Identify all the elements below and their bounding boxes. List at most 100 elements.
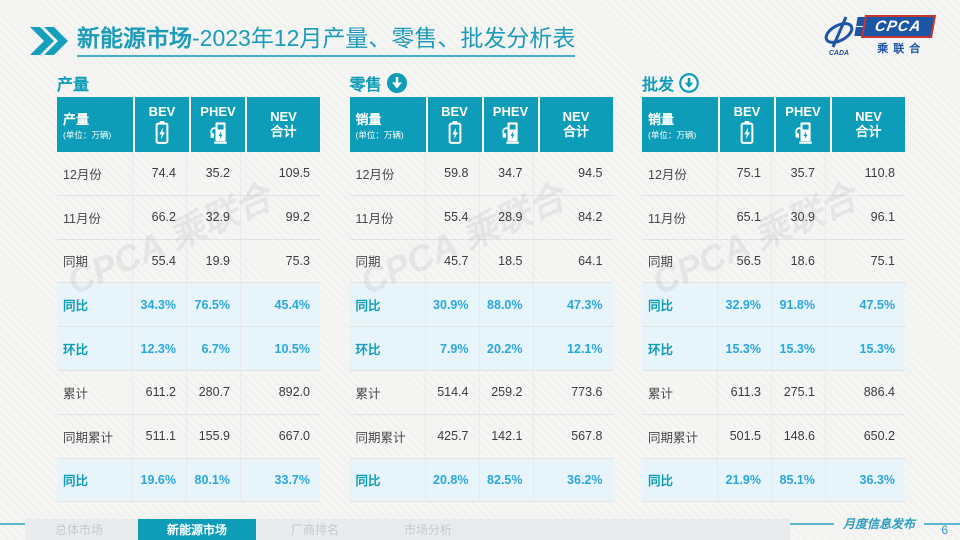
page-number: 6 <box>941 523 948 537</box>
row-label: 同期 <box>57 239 133 283</box>
table-row: 同期 45.7 18.5 64.1 <box>349 239 613 284</box>
cell-value: 47.5% <box>859 297 895 312</box>
row-label: 12月份 <box>350 152 426 195</box>
cell-value: 667.0 <box>278 429 310 444</box>
cell-value: 55.4 <box>133 239 187 283</box>
table-row: 同比 30.9% 88.0% 47.3% <box>349 283 613 328</box>
cell-value: 15.3% <box>772 327 826 370</box>
column-label: BEV <box>441 103 468 119</box>
cell-value: 32.9% <box>718 283 772 327</box>
cell-value: 75.1 <box>870 253 895 268</box>
corner-title: 销量 <box>355 111 382 127</box>
cell-value: 109.5 <box>278 166 310 181</box>
row-label: 环比 <box>57 327 133 370</box>
cell-value: 30.9 <box>772 195 826 239</box>
wholesale-table-block: 批发 销量 (单位：万辆) BEV PHEV NEV 合计 12月份 75.1 35.7 110.… <box>642 71 905 503</box>
svg-text:CADA: CADA <box>829 50 849 56</box>
row-label: 累计 <box>350 370 426 414</box>
column-label: PHEV <box>200 103 236 119</box>
row-label: 同比 <box>57 283 133 327</box>
table-row: 同期累计 425.7 142.1 567.8 <box>349 414 613 459</box>
cell-value: 91.8% <box>772 283 826 327</box>
table-row: 同期 56.5 18.6 75.1 <box>642 239 905 284</box>
cell-value: 64.1 <box>578 253 603 268</box>
table-row: 同比 34.3% 76.5% 45.4% <box>57 283 320 328</box>
cell-value: 45.7 <box>426 239 480 283</box>
cell-value: 19.6% <box>133 458 187 502</box>
column-header-nev-total: NEV 合计 <box>539 97 613 152</box>
column-label: NEV 合计 <box>270 108 297 139</box>
column-label: NEV 合计 <box>855 108 882 139</box>
column-label: NEV 合计 <box>562 108 590 139</box>
row-label: 同期 <box>350 239 426 283</box>
cell-value: 259.2 <box>480 370 534 414</box>
cell-value: 84.2 <box>578 210 603 225</box>
row-label: 12月份 <box>57 152 133 195</box>
table-corner-cell: 销量 (单位：万辆) <box>642 97 718 152</box>
column-header-phev: PHEV <box>776 97 830 152</box>
row-label: 同比 <box>57 458 133 502</box>
cell-value: 18.5 <box>480 239 534 283</box>
retail-table: 销量 (单位：万辆) BEV PHEV NEV 合计 12月份 59.8 34.7 94.5 11月… <box>349 97 613 503</box>
cell-value: 21.9% <box>718 458 772 502</box>
row-label: 环比 <box>642 327 718 370</box>
production-table: 产量 (单位：万辆) BEV PHEV NEV 合计 12月份 74.4 35.2 109.5 11… <box>57 97 320 503</box>
table-row: 同比 32.9% 91.8% 47.5% <box>642 283 905 328</box>
cell-value: 567.8 <box>571 429 603 444</box>
battery-icon <box>740 121 754 145</box>
footer-tab-厂商排名[interactable]: 厂商排名 <box>290 523 339 537</box>
page-title-highlight: 新能源市场 <box>77 25 192 51</box>
table-row: 同期累计 501.5 148.6 650.2 <box>642 414 905 459</box>
page-title-rest: -2023年12月产量、零售、批发分析表 <box>192 25 576 51</box>
cell-value: 34.7 <box>480 152 534 195</box>
row-label: 11月份 <box>642 195 718 239</box>
cell-value: 142.1 <box>480 414 534 458</box>
column-label: PHEV <box>492 103 529 119</box>
row-label: 环比 <box>350 327 426 370</box>
table-row: 环比 12.3% 6.7% 10.5% <box>57 327 320 371</box>
column-header-bev: BEV <box>135 97 189 152</box>
row-label: 12月份 <box>642 152 718 195</box>
cell-value: 56.5 <box>718 239 772 283</box>
table-header-row: 销量 (单位：万辆) BEV PHEV NEV 合计 <box>349 97 613 152</box>
cell-value: 66.2 <box>133 195 187 239</box>
section-retail: 零售 <box>350 71 613 95</box>
footer-tabs: 总体市场 新能源市场 厂商排名 市场分析 <box>25 519 790 540</box>
cell-value: 650.2 <box>863 429 895 444</box>
cell-value: 75.3 <box>285 253 310 268</box>
cell-value: 110.8 <box>864 166 895 181</box>
table-corner-cell: 产量 (单位：万辆) <box>57 97 133 152</box>
table-row: 11月份 65.1 30.9 96.1 <box>642 195 905 240</box>
table-row: 12月份 75.1 35.7 110.8 <box>642 152 905 196</box>
cell-value: 886.4 <box>863 385 895 400</box>
title-bar: 新能源市场-2023年12月产量、零售、批发分析表 <box>30 25 576 60</box>
table-row: 累计 514.4 259.2 773.6 <box>349 370 613 415</box>
cell-value: 7.9% <box>426 327 480 370</box>
cell-value: 20.8% <box>426 458 480 502</box>
cell-value: 275.1 <box>772 370 826 414</box>
down-arrow-ring-icon <box>679 73 699 93</box>
column-label: BEV <box>733 103 761 119</box>
cell-value: 611.3 <box>718 370 772 414</box>
corner-unit: (单位：万辆) <box>355 129 404 140</box>
cell-value: 28.9 <box>480 195 534 239</box>
cell-value: 501.5 <box>718 414 772 458</box>
cell-value: 514.4 <box>426 370 480 414</box>
table-corner-cell: 销量 (单位：万辆) <box>349 97 426 152</box>
row-label: 累计 <box>57 370 133 414</box>
cpca-wordmark: CPCA <box>861 14 937 38</box>
cell-value: 34.3% <box>133 283 187 327</box>
retail-table-block: 零售 销量 (单位：万辆) BEV PHEV NEV 合计 12月份 59.8 34.7 94.5… <box>349 71 613 503</box>
battery-icon <box>448 121 461 145</box>
footer-tab-市场分析[interactable]: 市场分析 <box>403 523 452 537</box>
cell-value: 32.9 <box>187 195 241 239</box>
corner-title: 产量 <box>63 111 90 127</box>
tables-area: 产量 产量 (单位：万辆) BEV PHEV NEV 合计 12月份 74.4 35.2 109.… <box>57 71 905 503</box>
cell-value: 82.5% <box>480 458 534 502</box>
charger-icon <box>502 122 519 145</box>
table-row: 同比 20.8% 82.5% 36.2% <box>349 458 613 503</box>
footer-tab-总体市场[interactable]: 总体市场 <box>54 523 103 537</box>
footer-tab-新能源市场[interactable]: 新能源市场 <box>138 519 256 540</box>
section-production: 产量 <box>57 71 320 95</box>
